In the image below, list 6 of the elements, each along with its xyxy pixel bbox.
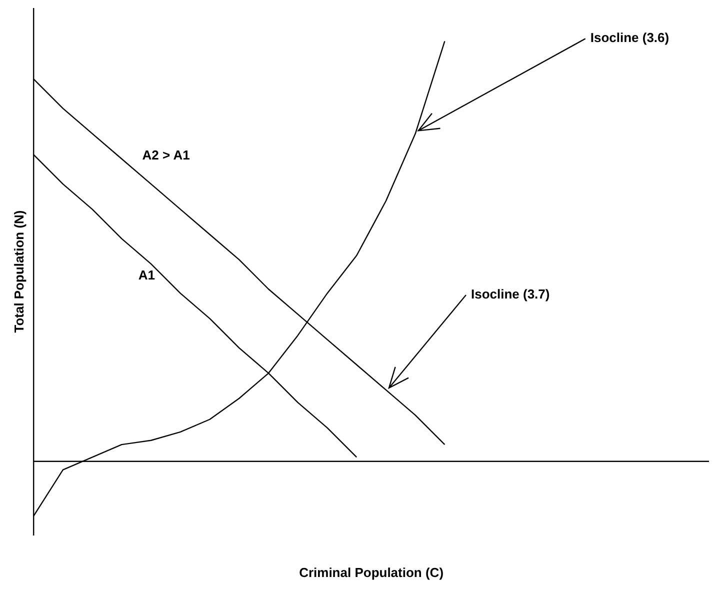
y-axis-title: Total Population (N): [11, 210, 26, 333]
annotation: Isocline (3.7): [470, 286, 550, 302]
series-label: A1: [138, 267, 156, 282]
x-axis-title: Criminal Population (C): [299, 564, 444, 580]
text: Isocline (3.6): [590, 30, 670, 46]
series-label: A2 > A1: [142, 148, 190, 163]
